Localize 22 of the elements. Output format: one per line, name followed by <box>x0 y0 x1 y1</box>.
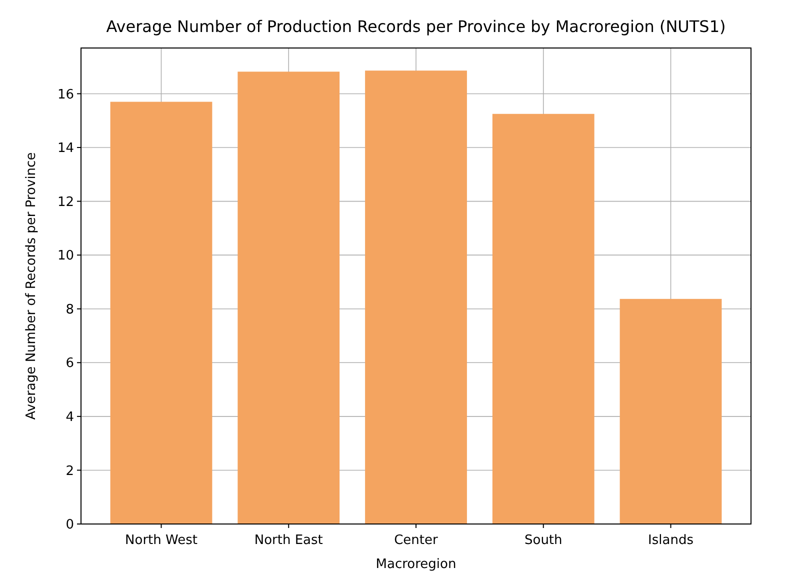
y-tick-label: 10 <box>57 248 74 264</box>
x-tick-label: North East <box>254 533 323 548</box>
x-tick-label: Center <box>394 533 439 548</box>
y-tick-label: 2 <box>66 464 74 479</box>
y-tick-label: 16 <box>57 87 74 102</box>
y-tick-label: 14 <box>57 141 74 156</box>
bar <box>492 114 594 524</box>
y-tick-label: 6 <box>66 356 74 372</box>
y-tick-label: 0 <box>66 518 74 533</box>
bar <box>238 72 340 524</box>
x-tick-label: Islands <box>648 533 694 548</box>
bar <box>620 298 722 524</box>
chart-title: Average Number of Production Records per Province by Macroregion (NUTS1) <box>106 17 726 36</box>
y-tick-label: 4 <box>66 410 74 425</box>
x-tick-label: North West <box>125 533 198 548</box>
y-axis-title: Average Number of Records per Province <box>24 152 39 420</box>
bar <box>365 70 467 524</box>
y-tick-label: 8 <box>66 302 74 318</box>
x-axis-title: Macroregion <box>376 557 456 572</box>
bar <box>110 102 212 524</box>
x-tick-label: South <box>524 533 562 548</box>
y-tick-label: 12 <box>57 194 74 210</box>
